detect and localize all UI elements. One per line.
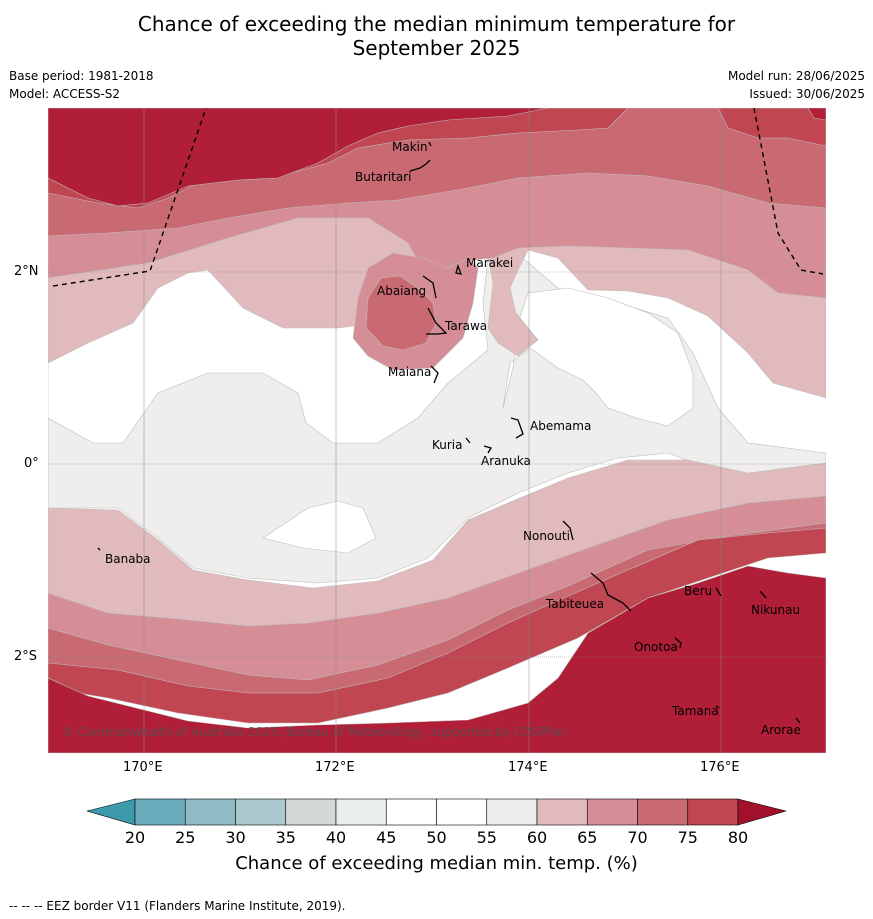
colorbar-tick-label: 20 xyxy=(124,828,146,847)
island-banaba xyxy=(97,547,101,551)
label-marakei: Marakei xyxy=(466,256,513,270)
copyright-text: © Commonwealth of Australia 2025, Bureau… xyxy=(62,725,567,739)
eez-border xyxy=(52,108,824,287)
colorbar-cell xyxy=(134,798,186,826)
model-name: Model: ACCESS-S2 xyxy=(9,87,121,101)
label-abemama: Abemama xyxy=(530,419,591,433)
colorbar-tick-label: 55 xyxy=(476,828,497,847)
base-period: Base period: 1981-2018 xyxy=(9,69,154,83)
island-butaritari xyxy=(409,159,431,172)
colorbar-cell xyxy=(536,798,588,826)
map-title: Chance of exceeding the median minimum t… xyxy=(0,12,873,60)
label-tamana: Tamana xyxy=(671,704,719,718)
band-50-inner xyxy=(502,287,694,427)
label-onotoa: Onotoa xyxy=(634,640,678,654)
label-nikunau: Nikunau xyxy=(751,603,800,617)
island-aranuka xyxy=(483,445,492,454)
lon-label-172: 172°E xyxy=(315,760,355,775)
island-marakei xyxy=(455,263,463,275)
band-80-north xyxy=(48,108,549,207)
lon-label-174: 174°E xyxy=(508,760,548,775)
meta-right: Model run: 28/06/2025 Issued: 30/06/2025 xyxy=(728,67,865,103)
colorbar-cell xyxy=(184,798,236,826)
colorbar-tick-label: 80 xyxy=(727,828,749,847)
lon-label-176: 176°E xyxy=(700,760,740,775)
band-80-south xyxy=(48,565,826,753)
forecast-map: Makin Butaritari Marakei Abaiang Tarawa … xyxy=(48,108,826,753)
colorbar-tick-label: 30 xyxy=(225,828,246,847)
map-svg: Makin Butaritari Marakei Abaiang Tarawa … xyxy=(48,108,826,753)
colorbar-cell xyxy=(235,798,287,826)
place-labels: Makin Butaritari Marakei Abaiang Tarawa … xyxy=(105,140,801,737)
label-maiana: Maiana xyxy=(388,365,431,379)
title-line-1: Chance of exceeding the median minimum t… xyxy=(137,12,736,36)
label-tabiteuea: Tabiteuea xyxy=(545,597,604,611)
island-nikunau xyxy=(759,590,767,599)
label-kuria: Kuria xyxy=(432,438,463,452)
colorbar-tick-label: 70 xyxy=(627,828,648,847)
lon-gridlines xyxy=(143,108,722,753)
label-butaritari: Butaritari xyxy=(355,170,412,184)
label-aranuka: Aranuka xyxy=(481,454,531,468)
colorbar-cell xyxy=(687,798,739,826)
colorbar-tick-label: 75 xyxy=(677,828,698,847)
islands xyxy=(97,141,801,724)
band-50-south xyxy=(262,500,377,554)
colorbar-low-extend xyxy=(87,798,136,826)
eez-footnote: -- -- -- EEZ border V11 (Flanders Marine… xyxy=(9,899,346,913)
island-tarawa xyxy=(426,307,448,335)
colorbar-tick-label: 60 xyxy=(526,828,548,847)
lat-label-0: 0° xyxy=(24,456,39,471)
island-nonouti xyxy=(562,520,574,541)
island-onotoa xyxy=(674,637,682,649)
band-75-south xyxy=(48,527,826,724)
island-kuria xyxy=(465,437,471,444)
band-75-ne xyxy=(717,108,826,147)
lon-label-170: 170°E xyxy=(123,760,163,775)
issued-date: Issued: 30/06/2025 xyxy=(749,87,865,101)
label-tarawa: Tarawa xyxy=(444,319,487,333)
label-banaba: Banaba xyxy=(105,552,151,566)
label-abaiang: Abaiang xyxy=(377,284,426,298)
colorbar-cell xyxy=(486,798,538,826)
island-abaiang xyxy=(422,275,437,299)
label-beru: Beru xyxy=(684,584,712,598)
colorbar-cell xyxy=(586,798,638,826)
colorbar-title: Chance of exceeding median min. temp. (%… xyxy=(235,853,638,874)
colorbar-tick-label: 65 xyxy=(577,828,598,847)
meta-left: Base period: 1981-2018 Model: ACCESS-S2 xyxy=(9,67,154,103)
island-makin xyxy=(428,141,432,147)
colorbar-cell xyxy=(285,798,337,826)
title-line-2: September 2025 xyxy=(352,36,521,60)
colorbar-cell xyxy=(335,798,387,826)
colorbar-tick-label: 25 xyxy=(175,828,196,847)
island-tamana xyxy=(715,705,720,709)
colorbar-cell xyxy=(637,798,689,826)
label-makin: Makin xyxy=(392,140,428,154)
colorbar-tick-label: 45 xyxy=(376,828,397,847)
island-abemama xyxy=(510,417,524,439)
colorbar-tick-label: 35 xyxy=(275,828,296,847)
colorbar-tick-label: 40 xyxy=(325,828,347,847)
lat-label-2s: 2°S xyxy=(14,649,38,664)
island-tabiteuea xyxy=(590,572,632,612)
band-80-ne xyxy=(807,108,826,121)
band-70-core xyxy=(365,275,437,351)
lat-label-2n: 2°N xyxy=(14,264,39,279)
colorbar xyxy=(87,798,787,826)
lat-gridlines xyxy=(48,271,826,658)
label-nonouti: Nonouti xyxy=(523,529,570,543)
colorbar-cell xyxy=(436,798,488,826)
colorbar-tick-label: 50 xyxy=(426,828,447,847)
island-arorae xyxy=(795,717,801,724)
colorbar-cell xyxy=(385,798,437,826)
model-run: Model run: 28/06/2025 xyxy=(727,69,865,83)
colorbar-cells xyxy=(134,798,739,826)
colorbar-high-extend xyxy=(737,798,787,826)
island-maiana xyxy=(430,365,439,384)
island-beru xyxy=(715,587,722,597)
label-arorae: Arorae xyxy=(761,723,801,737)
